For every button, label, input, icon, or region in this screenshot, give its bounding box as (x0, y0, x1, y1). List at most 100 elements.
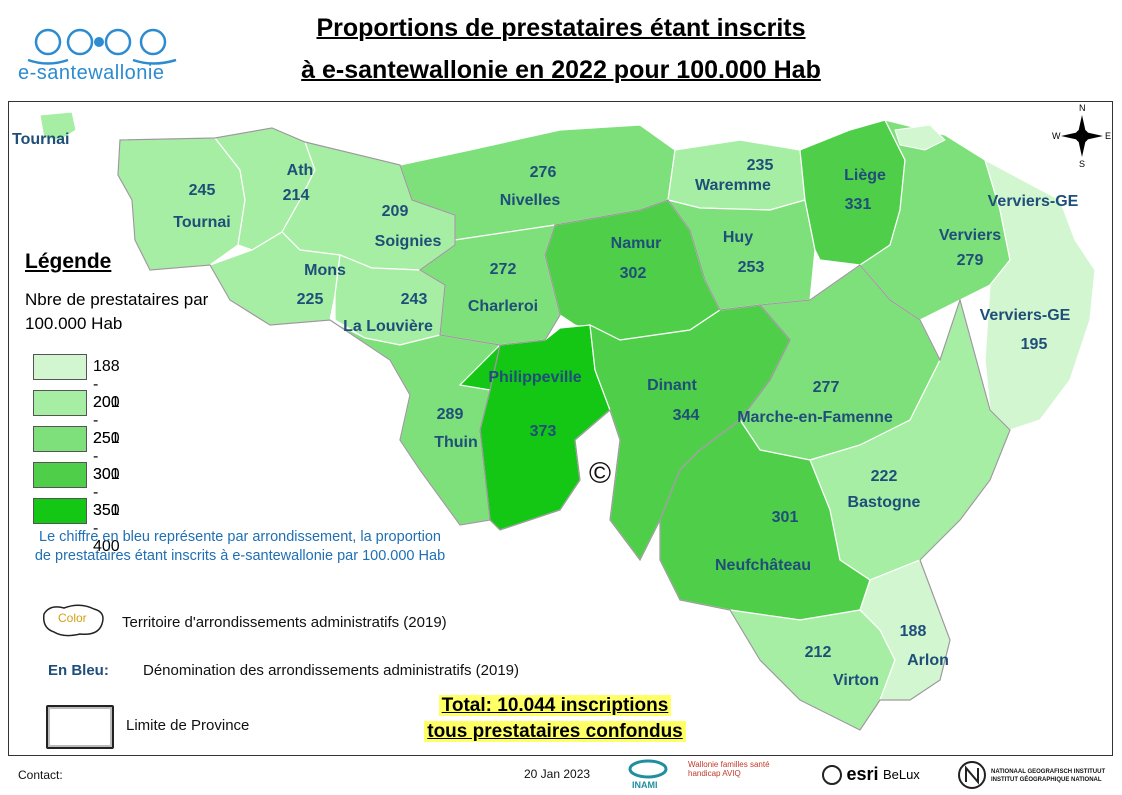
region-name-la-louviere: La Louvière (343, 318, 433, 335)
map-title-line1: Proportions de prestataires étant inscri… (316, 14, 806, 42)
territory-symbol: Color (40, 600, 110, 640)
north-enclave-shape (894, 124, 946, 151)
tournai-enclave-shape (39, 111, 77, 141)
inami-text: INAMI (632, 780, 658, 790)
inami-swoosh-icon (628, 759, 668, 779)
region-value-nivelles: 276 (530, 164, 557, 181)
aviq-text: Wallonie familles santé handicap AVIQ (688, 760, 770, 778)
region-verviers-ge (984, 158, 1096, 431)
region-value-tournai: 245 (189, 182, 216, 199)
region-value-la-louviere: 243 (401, 291, 428, 308)
region-name-philippeville: Philippeville (488, 369, 581, 386)
region-name-tournai: Tournai (173, 214, 230, 231)
region-name-charleroi: Charleroi (468, 298, 538, 315)
region-name-virton: Virton (833, 672, 879, 689)
territory-color-word: Color (58, 611, 87, 625)
legend-label-4: 301 - 350 (93, 466, 120, 519)
region-value-thuin: 289 (437, 406, 464, 423)
region-name-soignies: Soignies (375, 233, 442, 250)
region-name-thuin: Thuin (434, 434, 478, 451)
region-value-huy: 253 (738, 259, 765, 276)
date-label: 20 Jan 2023 (524, 767, 591, 781)
legend-swatch-2 (33, 390, 87, 416)
legend-label-2: 201 - 250 (93, 394, 120, 447)
region-name-arlon: Arlon (907, 652, 949, 669)
region-value-charleroi: 272 (490, 261, 517, 278)
total-line2: tous prestataires confondus (424, 721, 686, 742)
region-name-verviers-ge-north: Verviers-GE (988, 193, 1079, 210)
region-value-mons: 225 (297, 291, 324, 308)
region-value-verviers-ge: 195 (1021, 336, 1048, 353)
region-value-soignies: 209 (382, 203, 409, 220)
region-name-namur: Namur (611, 235, 662, 252)
inami-logo: INAMI (626, 758, 670, 792)
map-title-line2: à e-santewallonie en 2022 pour 100.000 H… (301, 56, 821, 84)
aviq-logo: Wallonie familles santé handicap AVIQ (688, 760, 778, 792)
region-value-liege: 331 (845, 196, 872, 213)
territory-label: Territoire d'arrondissements administrat… (122, 614, 447, 631)
ngi-text: NATIONAAL GEOGRAFISCH INSTITUUT INSTITUT… (991, 769, 1106, 783)
region-name-huy: Huy (723, 229, 753, 246)
province-boundary-3 (659, 264, 1011, 731)
legend-subtitle: Nbre de prestataires par 100.000 Hab (25, 290, 209, 333)
legend-swatch-1 (33, 354, 87, 380)
territory-shape-icon (42, 604, 104, 637)
region-name-liege: Liège (844, 167, 886, 184)
legend-label-5: 351 - 400 (93, 502, 120, 555)
total-box: Total: 10.044 inscriptions tous prestata… (395, 693, 715, 745)
region-virton (728, 609, 896, 731)
province-limit-symbol (46, 705, 114, 749)
region-value-dinant: 344 (673, 407, 700, 424)
logo-heads-icon (27, 28, 177, 65)
region-name-marche-en-famenne: Marche-en-Famenne (737, 409, 893, 426)
compass-e: E (1105, 131, 1112, 141)
region-name-neufchateau: Neufchâteau (715, 557, 811, 574)
region-tournai (117, 137, 246, 271)
region-value-philippeville: 373 (530, 423, 557, 440)
contact-label: Contact: (18, 768, 63, 782)
legend-swatch-4 (33, 462, 87, 488)
region-value-marche-en-famenne: 277 (813, 379, 840, 396)
region-value-waremme: 235 (747, 157, 774, 174)
legend-label-3: 251 - 300 (93, 430, 120, 483)
region-name-verviers-ge: Verviers-GE (980, 307, 1071, 324)
globe-icon (822, 764, 842, 785)
province-boundary-2 (479, 199, 791, 562)
logo-text: e-santewallonie (18, 62, 165, 84)
region-value-ath: 214 (283, 187, 310, 204)
region-value-namur: 302 (620, 265, 647, 282)
province-limit-label: Limite de Province (126, 717, 250, 734)
region-waremme (667, 139, 806, 211)
copyright-symbol: © (589, 457, 612, 490)
legend-note: Le chiffre en bleu représente par arrond… (34, 529, 446, 564)
region-name-dinant: Dinant (647, 377, 697, 394)
region-value-virton: 212 (805, 644, 832, 661)
esri-logo: esri BeLux (822, 764, 920, 785)
region-name-bastogne: Bastogne (848, 494, 921, 511)
legend-swatch-3 (33, 426, 87, 452)
compass-icon (1061, 115, 1103, 157)
blue-label: Dénomination des arrondissements adminis… (143, 662, 520, 679)
region-value-arlon: 188 (900, 623, 927, 640)
region-name-ath: Ath (287, 162, 314, 179)
compass-w: W (1052, 131, 1061, 141)
region-value-verviers: 279 (957, 252, 984, 269)
region-name-nivelles: Nivelles (500, 192, 561, 209)
region-value-neufchateau: 301 (772, 509, 799, 526)
tournai-enclave-label: Tournai (12, 131, 70, 148)
map-frame (8, 101, 1113, 756)
blue-key: En Bleu: (48, 662, 109, 679)
region-name-waremme: Waremme (695, 177, 771, 194)
belux-text: BeLux (882, 767, 920, 782)
esri-text: esri (846, 764, 879, 784)
region-liege (799, 119, 906, 266)
legend-label-1: 188 - 200 (93, 358, 120, 411)
compass-n: N (1079, 103, 1086, 113)
e-santewallonie-logo: e-santewallonie (18, 22, 188, 84)
total-line1: Total: 10.044 inscriptions (438, 695, 672, 716)
region-name-verviers: Verviers (939, 227, 1001, 244)
compass-rose: N S W E (1052, 103, 1112, 169)
ngi-emblem-icon (958, 761, 986, 789)
region-thuin (329, 319, 501, 526)
